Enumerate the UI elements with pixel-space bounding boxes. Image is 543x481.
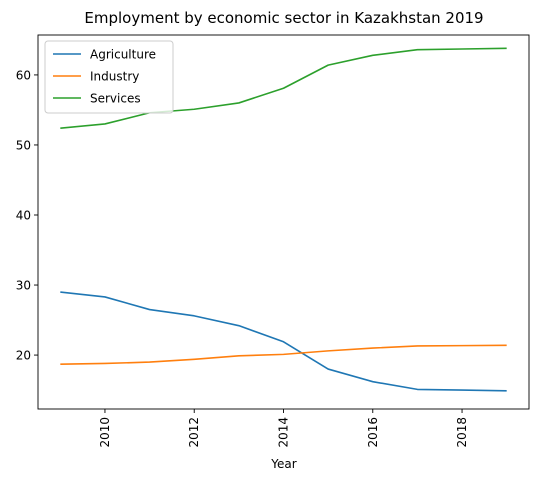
y-tick-label: 60 — [16, 68, 31, 82]
x-tick-label: 2018 — [455, 417, 469, 448]
legend-label-industry: Industry — [90, 70, 139, 84]
y-tick-label: 20 — [16, 349, 31, 363]
x-tick-label: 2016 — [366, 417, 380, 448]
series-line-industry — [60, 344, 507, 365]
x-tick-label: 2010 — [98, 417, 112, 448]
x-axis-label: Year — [270, 457, 296, 471]
chart-title: Employment by economic sector in Kazakhs… — [84, 9, 483, 27]
y-tick-label: 50 — [16, 138, 31, 152]
legend: Agriculture Industry Services — [44, 40, 174, 114]
legend-label-agriculture: Agriculture — [90, 48, 156, 62]
legend-box — [44, 40, 174, 114]
series-line-agriculture — [60, 291, 507, 392]
y-tick-label: 40 — [16, 208, 31, 222]
y-tick-label: 30 — [16, 279, 31, 293]
legend-label-services: Services — [90, 92, 141, 106]
x-tick-label: 2014 — [277, 417, 291, 448]
plot-area: 2010 2012 2014 2016 2018 20 30 40 50 60 Agricultur… — [16, 34, 530, 448]
series-line-services — [60, 47, 507, 129]
x-tick-label: 2012 — [187, 417, 201, 448]
